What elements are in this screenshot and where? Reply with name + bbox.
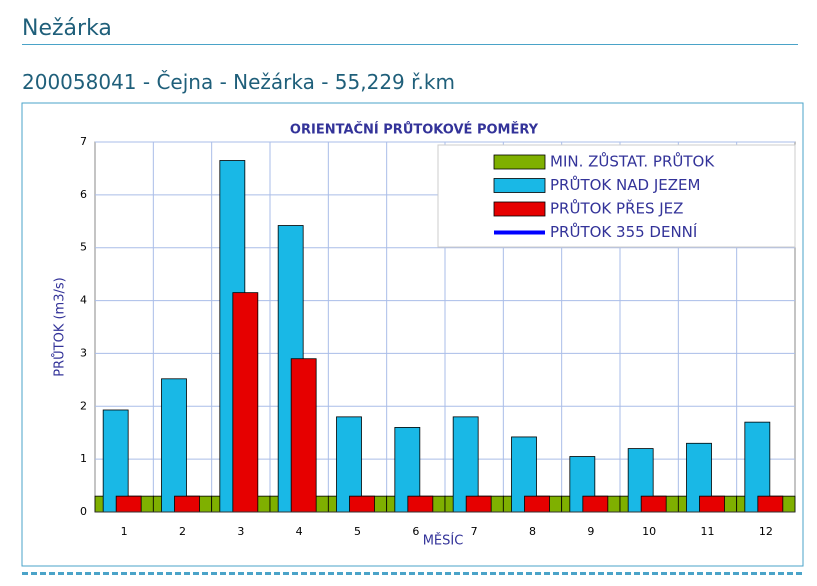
y-axis-label: PRŮTOK (m3/s) (52, 277, 68, 376)
bar (699, 495, 725, 513)
x-tick-label: 11 (701, 525, 715, 538)
bar (115, 495, 142, 513)
x-tick-label: 7 (471, 525, 478, 538)
legend-swatch (493, 154, 546, 170)
y-tick-label: 4 (80, 294, 87, 307)
bar (640, 495, 667, 513)
y-tick-label: 0 (80, 505, 87, 518)
bar (174, 495, 200, 513)
chart-title: ORIENTAČNÍ PRŮTOKOVÉ POMĚRY (290, 122, 539, 138)
x-tick-label: 2 (179, 525, 186, 538)
legend-swatch (493, 178, 546, 193)
page-subtitle: 200058041 - Čejna - Nežárka - 55,229 ř.k… (22, 70, 455, 94)
bar (465, 495, 492, 513)
page-title: Nežárka (22, 16, 112, 41)
legend-label: PRŮTOK NAD JEZEM (550, 175, 700, 194)
x-tick-label: 4 (296, 525, 303, 538)
y-tick-label: 5 (80, 241, 87, 254)
bar (627, 448, 654, 513)
legend-label: MIN. ZŮSTAT. PRŮTOK (550, 152, 715, 171)
bar (161, 378, 187, 513)
x-axis-label: MĚSÍC (423, 533, 464, 549)
y-tick-label: 3 (80, 346, 87, 359)
bar (232, 292, 259, 513)
x-tick-label: 10 (642, 525, 656, 538)
footer-rule (22, 572, 802, 575)
legend-swatch (493, 201, 546, 217)
bar (757, 495, 784, 513)
y-tick-label: 1 (80, 452, 87, 465)
bar (407, 495, 434, 513)
x-tick-label: 3 (237, 525, 244, 538)
bar (524, 495, 550, 513)
x-tick-label: 1 (121, 525, 128, 538)
x-tick-label: 9 (587, 525, 594, 538)
bar (349, 495, 375, 513)
bar (582, 495, 609, 513)
y-tick-label: 6 (80, 188, 87, 201)
x-tick-label: 5 (354, 525, 361, 538)
legend-label: PRŮTOK 355 DENNÍ (550, 222, 697, 241)
bar (290, 358, 317, 513)
x-tick-label: 8 (529, 525, 536, 538)
x-tick-label: 12 (759, 525, 773, 538)
y-tick-label: 2 (80, 399, 87, 412)
x-tick-label: 6 (412, 525, 419, 538)
title-rule (22, 44, 798, 45)
legend-label: PRŮTOK PŘES JEZ (550, 199, 683, 218)
y-tick-label: 7 (80, 135, 87, 148)
